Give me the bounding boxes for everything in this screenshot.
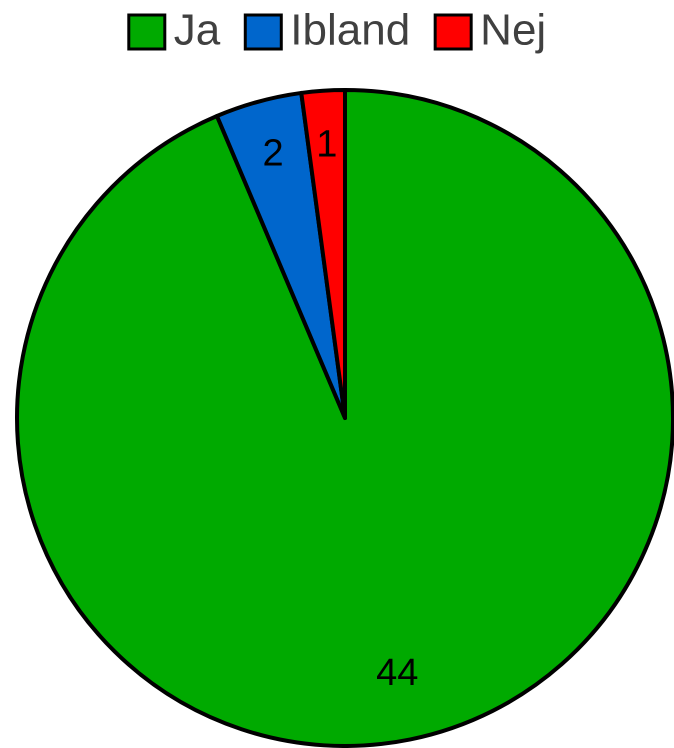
legend-swatch [127, 13, 167, 51]
legend-swatch [243, 13, 283, 51]
legend-label: Nej [480, 6, 546, 55]
legend-swatch [433, 13, 473, 51]
data-label: 1 [316, 123, 337, 165]
pie-slice [299, 88, 347, 420]
data-label: 44 [376, 652, 418, 694]
legend-label: Ja [174, 6, 221, 55]
legend-label: Ibland [290, 6, 410, 55]
data-label: 2 [263, 132, 284, 174]
